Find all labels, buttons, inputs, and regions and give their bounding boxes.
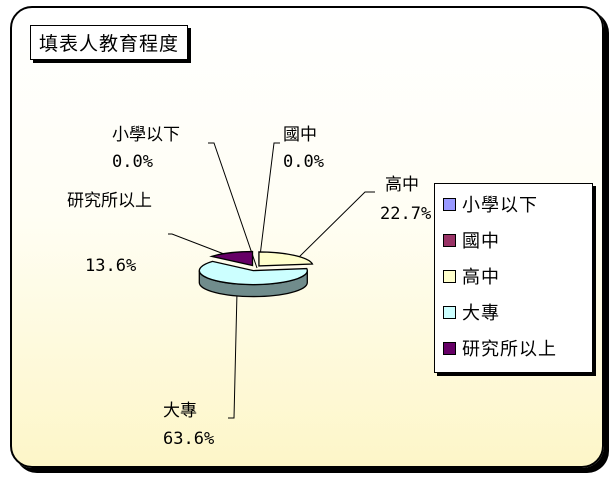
data-label: 13.6% bbox=[85, 256, 136, 276]
chart-title: 填表人教育程度 bbox=[30, 25, 189, 60]
leader-line bbox=[228, 291, 238, 419]
legend-label: 小學以下 bbox=[462, 195, 538, 216]
data-label: 大專 bbox=[163, 401, 197, 421]
data-label: 研究所以上 bbox=[67, 191, 152, 211]
legend-swatch bbox=[443, 197, 456, 211]
legend-label: 大專 bbox=[462, 303, 500, 324]
legend-item: 大專 bbox=[443, 302, 500, 324]
leader-line bbox=[258, 142, 280, 265]
legend-item: 高中 bbox=[443, 266, 500, 288]
legend-swatch bbox=[443, 233, 456, 247]
data-label: 0.0% bbox=[112, 152, 153, 172]
data-label: 22.7% bbox=[380, 204, 431, 224]
legend-label: 研究所以上 bbox=[462, 339, 557, 360]
data-label: 高中 bbox=[385, 175, 419, 195]
legend-swatch bbox=[443, 341, 456, 355]
legend-swatch bbox=[443, 269, 456, 283]
leader-line bbox=[295, 191, 375, 261]
data-label: 小學以下 bbox=[112, 125, 180, 145]
data-label: 0.0% bbox=[283, 152, 324, 172]
pie-slice bbox=[209, 250, 254, 267]
legend-label: 高中 bbox=[462, 267, 500, 288]
legend-label: 國中 bbox=[462, 231, 500, 252]
leader-line bbox=[168, 233, 225, 255]
pie-slice bbox=[258, 251, 314, 267]
data-label: 國中 bbox=[283, 125, 317, 145]
legend-item: 小學以下 bbox=[443, 194, 538, 216]
leader-line bbox=[208, 142, 258, 269]
data-label: 63.6% bbox=[163, 429, 214, 449]
pie-slice bbox=[198, 260, 308, 298]
legend: 小學以下 國中 高中 大專 研究所以上 bbox=[434, 183, 593, 373]
legend-item: 研究所以上 bbox=[443, 338, 557, 360]
legend-item: 國中 bbox=[443, 230, 500, 252]
legend-swatch bbox=[443, 305, 456, 319]
